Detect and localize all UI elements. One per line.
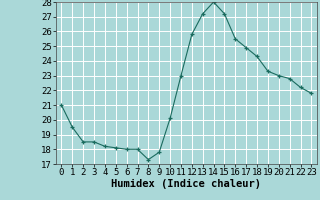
X-axis label: Humidex (Indice chaleur): Humidex (Indice chaleur) (111, 179, 261, 189)
